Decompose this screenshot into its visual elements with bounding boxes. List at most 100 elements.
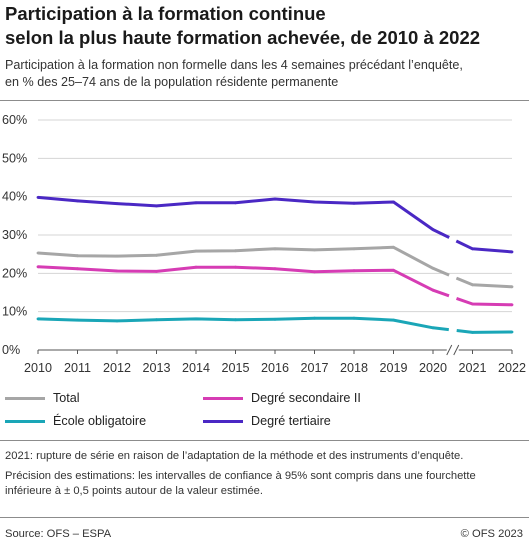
legend-divider — [0, 440, 529, 441]
series-line-degre-tertiaire-after-break — [455, 239, 513, 254]
data-point-total — [313, 248, 316, 252]
data-point-total — [76, 254, 79, 258]
y-tick-label: 0% — [2, 343, 20, 357]
data-point-total — [234, 249, 237, 253]
legend-item-degre-secondaire: Degré secondaire II — [203, 391, 361, 405]
data-point-ecole-obligatoire — [471, 331, 474, 334]
x-tick-label: 2021 — [458, 361, 486, 375]
series-break-segment-total — [432, 266, 450, 277]
data-point-degre-secondaire-ii — [115, 269, 119, 273]
data-point-ecole-obligatoire — [313, 316, 316, 320]
data-point-degre-tertiaire — [471, 247, 474, 251]
x-tick-label: 2020 — [419, 361, 447, 375]
data-point-ecole-obligatoire — [155, 318, 158, 322]
axis-break-mark — [446, 344, 453, 356]
legend-item-degre-tertiaire: Degré tertiaire — [203, 414, 331, 428]
data-point-degre-secondaire-ii — [510, 303, 514, 307]
data-point-degre-secondaire-ii — [313, 270, 316, 274]
y-tick-label: 10% — [2, 305, 27, 319]
data-point-total — [510, 285, 514, 289]
legend-swatch-degre-tertiaire — [203, 419, 243, 423]
data-point-ecole-obligatoire — [76, 318, 79, 322]
y-tick-label: 20% — [2, 266, 27, 280]
data-point-degre-secondaire-ii — [352, 269, 356, 273]
series-break-note: 2021: rupture de série en raison de l’ad… — [5, 449, 525, 464]
x-tick-label: 2015 — [221, 361, 249, 375]
data-point-total — [471, 283, 474, 287]
chart-title-line-2: selon la plus haute formation achevée, d… — [5, 27, 481, 48]
axis-break-mark — [453, 344, 460, 356]
data-point-degre-tertiaire — [194, 201, 198, 205]
legend-item-ecole-obligatoire: École obligatoire — [5, 414, 146, 428]
x-tick-label: 2022 — [498, 361, 526, 375]
x-tick-label: 2010 — [24, 361, 52, 375]
series-line-ecole-obligatoire-after-break — [456, 329, 513, 334]
chart-subtitle-line-1: Participation à la formation non formell… — [5, 58, 463, 72]
data-point-total — [273, 247, 277, 251]
y-tick-label: 60% — [2, 113, 27, 127]
x-tick-label: 2012 — [103, 361, 131, 375]
data-point-degre-secondaire-ii — [392, 268, 395, 272]
precision-note: Précision des estimations: les intervall… — [5, 469, 525, 499]
header-divider — [0, 100, 529, 101]
series-line-degre-secondaire-ii-after-break — [456, 296, 513, 307]
source-label: Source: OFS – ESPA — [5, 528, 112, 540]
x-tick-label: 2017 — [300, 361, 328, 375]
data-point-ecole-obligatoire — [273, 317, 277, 321]
data-point-degre-secondaire-ii — [273, 267, 277, 271]
data-point-total — [155, 253, 158, 257]
data-point-degre-tertiaire — [392, 200, 395, 204]
chart-legend: Total École obligatoire Degré secondaire… — [0, 387, 529, 431]
data-point-degre-secondaire-ii — [36, 265, 40, 269]
copyright-label: © OFS 2023 — [460, 528, 523, 540]
legend-item-total: Total — [5, 391, 80, 405]
y-tick-label: 50% — [2, 151, 27, 165]
data-point-ecole-obligatoire — [36, 317, 40, 321]
data-point-degre-tertiaire — [313, 200, 316, 204]
legend-label-ecole-obligatoire: École obligatoire — [53, 414, 147, 428]
data-point-degre-secondaire-ii — [234, 265, 237, 269]
data-point-total — [392, 245, 395, 249]
data-point-ecole-obligatoire — [194, 317, 198, 321]
x-tick-label: 2019 — [379, 361, 407, 375]
y-tick-label: 30% — [2, 228, 27, 242]
legend-swatch-total — [5, 396, 45, 400]
data-point-degre-secondaire-ii — [155, 270, 158, 273]
data-point-degre-secondaire-ii — [194, 265, 198, 269]
chart-title: Participation à la formation continue se… — [5, 2, 525, 50]
data-point-ecole-obligatoire — [234, 318, 237, 322]
series-break-segment-degre-secondaire-ii — [432, 288, 450, 298]
series-break-note-line-1: 2021: rupture de série en raison de l’ad… — [5, 450, 464, 462]
chart-subtitle-line-2: en % des 25–74 ans de la population rési… — [5, 75, 339, 89]
series-break-segment-ecole-obligatoire — [432, 326, 449, 332]
data-point-degre-secondaire-ii — [76, 267, 79, 271]
data-point-degre-tertiaire — [155, 204, 158, 208]
series-break-segment-degre-tertiaire — [432, 228, 450, 239]
legend-swatch-ecole-obligatoire — [5, 419, 45, 423]
data-point-ecole-obligatoire — [115, 319, 119, 323]
data-point-degre-tertiaire — [510, 250, 514, 254]
data-point-degre-tertiaire — [431, 228, 435, 231]
data-point-total — [352, 247, 356, 251]
x-tick-label: 2018 — [340, 361, 368, 375]
data-point-degre-secondaire-ii — [431, 288, 435, 292]
series-line-total-after-break — [455, 276, 513, 289]
data-point-ecole-obligatoire — [392, 318, 395, 322]
data-point-total — [431, 266, 435, 270]
chart-title-line-1: Participation à la formation continue — [5, 3, 326, 24]
chart-subtitle: Participation à la formation non formell… — [5, 57, 525, 91]
data-point-degre-tertiaire — [234, 201, 237, 205]
data-point-total — [36, 251, 40, 255]
legend-label-total: Total — [53, 391, 80, 405]
data-point-degre-tertiaire — [273, 197, 277, 201]
data-point-ecole-obligatoire — [510, 330, 514, 334]
data-point-degre-tertiaire — [76, 199, 79, 203]
data-point-degre-tertiaire — [115, 202, 119, 205]
x-tick-label: 2016 — [261, 361, 289, 375]
precision-note-line-2: inférieure à ± 0,5 points autour de la v… — [5, 485, 264, 497]
axis-break-gap — [446, 344, 459, 356]
data-point-ecole-obligatoire — [352, 316, 356, 320]
x-tick-label: 2013 — [142, 361, 170, 375]
data-point-total — [115, 254, 119, 258]
data-point-degre-tertiaire — [36, 196, 40, 199]
